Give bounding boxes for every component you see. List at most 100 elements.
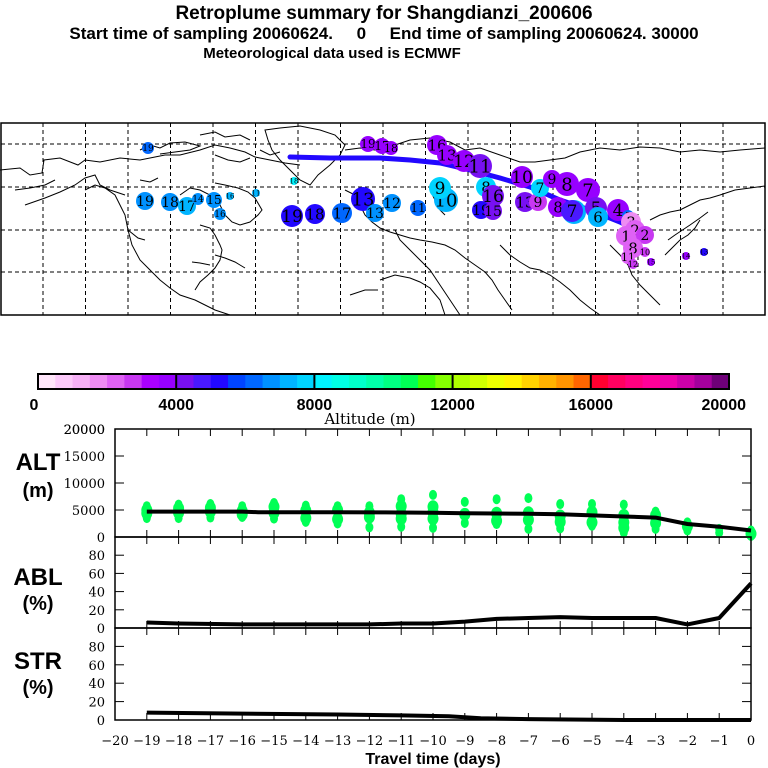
- colorbar-segment: [366, 374, 384, 389]
- x-tick-label: −6: [551, 734, 570, 749]
- cluster-altitude-point: [206, 512, 215, 523]
- cluster-marker: 11: [468, 154, 492, 178]
- cluster-day-label: 19: [360, 137, 375, 151]
- cluster-circle: [161, 193, 179, 211]
- y-tick-label: 80: [88, 640, 105, 655]
- y-tick-label: 20: [88, 604, 105, 619]
- cluster-day-label: 4: [613, 201, 624, 221]
- colorbar-segment: [694, 374, 713, 389]
- colorbar-segment: [418, 374, 436, 389]
- cluster-altitude-point: [524, 523, 533, 534]
- colorbar-tick-label: 0: [30, 397, 39, 414]
- coastline-north-america: [0, 144, 301, 316]
- y-tick-label: 5000: [72, 504, 105, 519]
- cluster-circle: [226, 192, 234, 200]
- cluster-altitude-point: [397, 521, 406, 532]
- cluster-day-label: 8: [561, 174, 572, 195]
- cluster-day-label: 1: [621, 227, 631, 245]
- cluster-circle: [682, 252, 690, 260]
- cluster-day-label: 13: [700, 248, 709, 256]
- cluster-altitude-point: [142, 513, 151, 524]
- cluster-circle: [647, 258, 655, 266]
- x-tick-label: −14: [292, 734, 319, 749]
- cluster-day-label: 10: [640, 248, 650, 257]
- cluster-marker: 17: [332, 203, 352, 223]
- cluster-marker: 19: [360, 136, 376, 152]
- colorbar-segment: [642, 374, 661, 389]
- cluster-circle: [468, 154, 492, 178]
- colorbar-segment: [573, 374, 592, 389]
- cluster-altitude-point: [556, 499, 565, 510]
- cluster-marker: 19: [142, 142, 154, 154]
- cluster-marker: 7: [576, 178, 600, 202]
- cluster-circle: [640, 247, 650, 257]
- colorbar-segment: [72, 374, 91, 389]
- cluster-altitude-point: [395, 512, 407, 526]
- colorbar-segment: [504, 374, 523, 389]
- cluster-day-label: 2: [641, 228, 650, 244]
- panel-label: ABL: [13, 564, 62, 591]
- cluster-altitude-point: [683, 525, 692, 536]
- colorbar-tick-label: 8000: [297, 397, 333, 414]
- cluster-altitude-point: [270, 513, 278, 524]
- cluster-circle: [437, 145, 457, 165]
- cluster-marker: 13: [437, 145, 457, 165]
- colorbar-segment: [711, 374, 730, 389]
- cluster-day-label: 2: [630, 221, 640, 239]
- colorbar-segment: [228, 374, 246, 389]
- cluster-circle: [281, 205, 303, 227]
- colorbar-segment: [556, 374, 575, 389]
- cluster-marker: 14: [682, 252, 691, 260]
- x-tick-label: −5: [582, 734, 601, 749]
- panel-label: STR: [14, 648, 62, 675]
- cluster-day-label: 6: [593, 208, 603, 226]
- cluster-circle: [290, 177, 298, 185]
- cluster-day-label: 12: [628, 260, 638, 269]
- cluster-day-label: 18: [290, 177, 299, 185]
- x-tick-label: −11: [387, 734, 414, 749]
- cluster-altitude-point: [238, 512, 247, 523]
- colorbar-tick-label: 12000: [430, 397, 475, 414]
- cluster-marker: 18: [384, 141, 398, 155]
- cluster-day-label: 16: [226, 192, 235, 200]
- cluster-marker: 9: [529, 193, 547, 211]
- y-tick-label: 0: [97, 622, 105, 637]
- colorbar-segment: [400, 374, 419, 389]
- cluster-day-label: 15: [647, 258, 656, 266]
- cluster-marker: 12: [628, 259, 638, 269]
- cluster-circle: [136, 192, 154, 210]
- coastline-arctic-islands: [139, 131, 281, 183]
- cluster-altitude-point: [715, 527, 724, 538]
- cluster-circle: [628, 259, 638, 269]
- cluster-day-label: 14: [192, 195, 204, 205]
- cluster-altitude-point: [556, 523, 565, 534]
- cluster-altitude-point: [429, 522, 437, 533]
- y-tick-label: 15000: [64, 450, 105, 465]
- colorbar-segment: [625, 374, 644, 389]
- cluster-circle: [206, 192, 222, 208]
- colorbar-segment: [245, 374, 264, 389]
- cluster-day-label: 10: [511, 168, 533, 188]
- x-tick-label: −3: [646, 734, 665, 749]
- cluster-day-label: 15: [484, 204, 502, 220]
- colorbar-segment: [383, 374, 402, 389]
- coastline-japan: [664, 219, 701, 256]
- colorbar-tick-label: 16000: [569, 397, 614, 414]
- y-tick-label: 10000: [64, 477, 105, 492]
- colorbar-segment: [210, 374, 229, 389]
- x-tick-label: −16: [228, 734, 255, 749]
- colorbar-segment: [176, 374, 194, 389]
- cluster-marker: 10: [640, 247, 650, 257]
- cluster-marker: 18: [161, 193, 179, 211]
- cluster-circle: [192, 193, 204, 205]
- colorbar-segment: [435, 374, 454, 389]
- y-tick-label: 40: [88, 586, 105, 601]
- y-tick-label: 60: [88, 659, 105, 674]
- cluster-day-label: 9: [435, 179, 446, 199]
- colorbar-segment: [297, 374, 315, 389]
- cluster-day-label: 7: [582, 180, 593, 201]
- cluster-circle: [511, 166, 533, 188]
- cluster-altitude-point: [492, 494, 501, 505]
